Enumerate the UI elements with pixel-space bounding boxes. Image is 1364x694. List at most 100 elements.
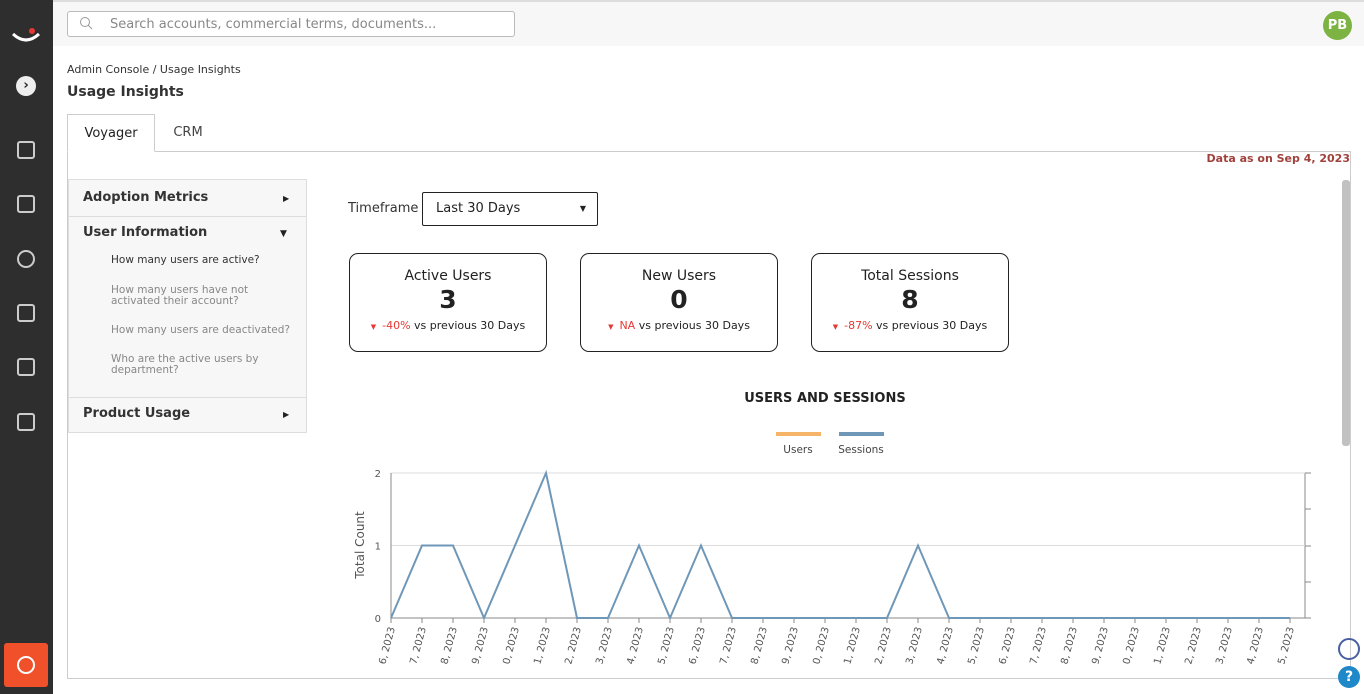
card-value: 0: [670, 285, 688, 314]
card-change: ▼ -87% vs previous 30 Days: [812, 319, 1008, 332]
sidebar: ›: [0, 0, 53, 694]
x-tick-label: 6, 2023: [997, 626, 1018, 666]
nav-icon[interactable]: [17, 141, 35, 159]
expand-button[interactable]: ›: [16, 76, 36, 96]
menu-section[interactable]: User Information: [83, 225, 208, 240]
x-tick-label: 8, 2023: [749, 626, 770, 666]
x-tick-label: 3, 2023: [594, 626, 615, 666]
x-tick-label: 7, 2023: [408, 626, 429, 666]
change-suffix: vs previous 30 Days: [414, 319, 526, 332]
y-tick-label: 0: [375, 614, 381, 625]
metric-menu: Adoption Metrics ▶ User Information ▼ Ho…: [68, 179, 307, 433]
nav-icon[interactable]: [17, 250, 35, 268]
card-value: 3: [439, 285, 457, 314]
search-placeholder: Search accounts, commercial terms, docum…: [110, 17, 437, 32]
x-tick-label: 4, 2023: [1245, 626, 1266, 666]
change-value: -87%: [844, 319, 873, 332]
arrow: ▶: [283, 410, 290, 419]
kpi-card: Total Sessions 8 ▼ -87% vs previous 30 Days: [811, 253, 1009, 352]
x-tick-label: 2, 2023: [1183, 626, 1204, 666]
legend-swatch: [776, 432, 821, 436]
y-tick-label: 1: [375, 542, 381, 553]
card-title: New Users: [641, 268, 717, 284]
change-suffix: vs previous 30 Days: [876, 319, 988, 332]
tip-button[interactable]: [1338, 638, 1360, 660]
x-tick-label: 1, 2023: [842, 626, 863, 666]
series-line: [390, 469, 1290, 621]
kpi-card: New Users 0 ▼ NA vs previous 30 Days: [580, 253, 778, 352]
x-tick-label: 2, 2023: [873, 626, 894, 666]
kpi-card: Active Users 3 ▼ -40% vs previous 30 Days: [349, 253, 547, 352]
content-panel: [67, 151, 1351, 679]
card-value: 8: [901, 285, 919, 314]
help-button[interactable]: ?: [1338, 666, 1360, 688]
card-title: Total Sessions: [861, 268, 959, 284]
tab[interactable]: CRM: [173, 125, 203, 140]
change-suffix: vs previous 30 Days: [638, 319, 750, 332]
menu-item[interactable]: How many users are active?: [111, 254, 260, 266]
x-tick-label: 7, 2023: [718, 626, 739, 666]
menu-section[interactable]: Adoption Metrics: [83, 190, 209, 205]
timeframe-value: Last 30 Days: [436, 201, 521, 216]
x-tick-label: 9, 2023: [1090, 626, 1111, 666]
menu-section[interactable]: Product Usage: [83, 406, 191, 421]
x-tick-label: 6, 2023: [377, 626, 398, 666]
menu-item[interactable]: How many users have not activated their …: [111, 284, 249, 307]
x-tick-label: 2, 2023: [563, 626, 584, 666]
down-arrow: ▼: [832, 323, 839, 331]
x-tick-label: 0, 2023: [811, 626, 832, 666]
x-tick-label: 8, 2023: [1059, 626, 1080, 666]
settings-button[interactable]: [4, 643, 48, 687]
card-change: ▼ -40% vs previous 30 Days: [350, 319, 546, 332]
down-arrow: ▼: [608, 323, 614, 331]
page-title: Usage Insights: [67, 84, 184, 100]
tab-active[interactable]: Voyager: [67, 114, 155, 152]
scrollbar[interactable]: [1342, 180, 1350, 446]
x-tick-label: 5, 2023: [966, 626, 987, 666]
legend-label: Sessions: [838, 444, 884, 456]
search-box[interactable]: Search accounts, commercial terms, docum…: [67, 11, 515, 37]
arrow: ▶: [283, 194, 290, 203]
x-tick-label: 1, 2023: [532, 626, 553, 666]
legend-swatch: [839, 432, 884, 436]
logo: [12, 28, 40, 42]
breadcrumb[interactable]: Admin Console / Usage Insights: [67, 63, 241, 76]
y-axis-label: Total Count: [353, 511, 367, 580]
x-tick-label: 1, 2023: [1152, 626, 1173, 666]
x-tick-label: 9, 2023: [470, 626, 491, 666]
x-tick-label: 6, 2023: [687, 626, 708, 666]
menu-item[interactable]: Who are the active users by department?: [111, 353, 259, 376]
x-tick-label: 9, 2023: [780, 626, 801, 666]
x-tick-label: 4, 2023: [625, 626, 646, 666]
data-note: Data as on Sep 4, 2023: [1206, 152, 1350, 165]
avatar[interactable]: PB: [1323, 11, 1352, 40]
nav-icon[interactable]: [17, 413, 35, 431]
x-tick-label: 5, 2023: [656, 626, 677, 666]
chart: USERS AND SESSIONS Total Count 0 1 2 6, 202…: [353, 391, 1311, 666]
x-tick-label: 5, 2023: [1276, 626, 1297, 666]
timeframe-label: Timeframe: [348, 201, 419, 216]
down-arrow: ▼: [370, 323, 377, 331]
search-icon: [80, 17, 93, 30]
x-tick-label: 3, 2023: [1214, 626, 1235, 666]
card-title: Active Users: [404, 268, 492, 284]
chart-title: USERS AND SESSIONS: [744, 391, 905, 406]
change-value: NA: [619, 319, 636, 332]
x-tick-label: 7, 2023: [1028, 626, 1049, 666]
x-tick-label: 0, 2023: [501, 626, 522, 666]
legend-label: Users: [783, 444, 812, 456]
nav-icon[interactable]: [17, 304, 35, 322]
arrow: ▼: [280, 229, 287, 239]
x-tick-label: 4, 2023: [935, 626, 956, 666]
change-value: -40%: [382, 319, 411, 332]
menu-item[interactable]: How many users are deactivated?: [111, 324, 290, 336]
nav-icon[interactable]: [17, 195, 35, 213]
timeframe-select[interactable]: Last 30 Days ▼: [422, 192, 598, 226]
card-change: ▼ NA vs previous 30 Days: [581, 319, 777, 332]
y-tick-label: 2: [375, 469, 381, 480]
x-tick-label: 0, 2023: [1121, 626, 1142, 666]
x-tick-label: 8, 2023: [439, 626, 460, 666]
x-tick-label: 3, 2023: [904, 626, 925, 666]
nav-icon[interactable]: [17, 358, 35, 376]
